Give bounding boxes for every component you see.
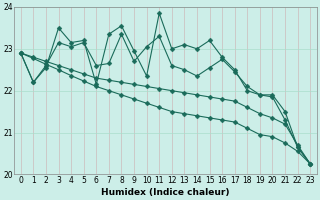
X-axis label: Humidex (Indice chaleur): Humidex (Indice chaleur) — [101, 188, 230, 197]
